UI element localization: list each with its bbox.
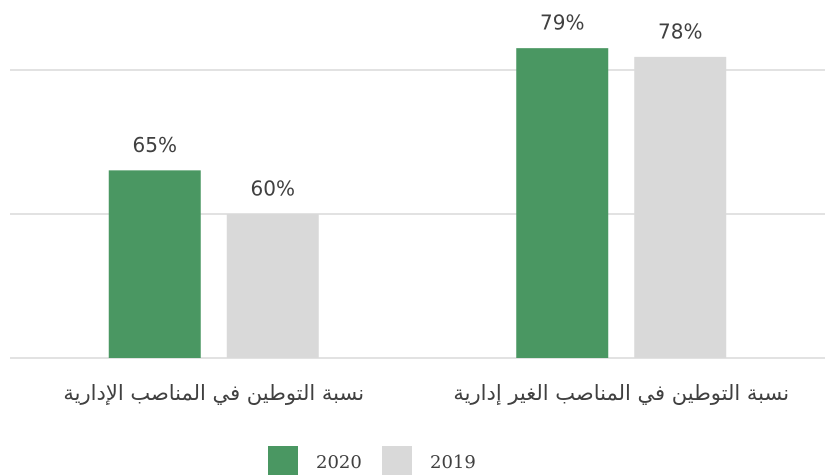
data-label: 78% <box>658 19 702 43</box>
legend-label: 2020 <box>316 452 362 473</box>
data-label: 79% <box>540 11 584 35</box>
bar <box>516 48 609 358</box>
x-tick-label: نسبة التوطين في المناصب الغير إدارية <box>453 381 789 406</box>
x-tick-label: نسبة التوطين في المناصب الإدارية <box>63 381 364 405</box>
legend-swatch <box>268 446 298 475</box>
data-label: 60% <box>251 176 295 200</box>
bar <box>226 213 319 358</box>
legend-label: 2019 <box>430 452 476 473</box>
bar <box>634 56 727 358</box>
bar <box>108 170 201 358</box>
legend-swatch <box>382 446 412 475</box>
data-label: 65% <box>133 133 177 157</box>
